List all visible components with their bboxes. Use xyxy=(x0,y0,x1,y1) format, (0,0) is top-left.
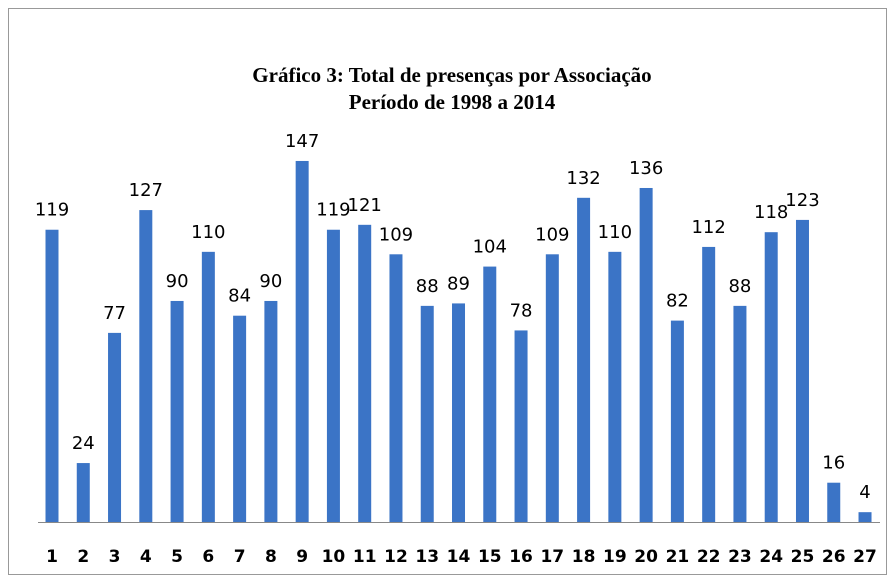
bar xyxy=(577,197,591,523)
value-label: 89 xyxy=(447,273,470,294)
bar xyxy=(264,300,278,522)
value-label: 136 xyxy=(629,158,663,179)
bar xyxy=(452,303,466,522)
bar xyxy=(76,463,90,522)
bar xyxy=(45,229,59,522)
value-label: 118 xyxy=(754,202,788,223)
bar xyxy=(358,224,372,522)
bar xyxy=(764,232,778,522)
bar xyxy=(389,254,403,522)
value-label: 84 xyxy=(228,286,251,307)
value-label: 147 xyxy=(285,131,319,152)
bar xyxy=(608,251,622,522)
bar xyxy=(858,512,872,522)
value-label: 112 xyxy=(691,217,725,238)
chart-title: Gráfico 3: Total de presenças por Associ… xyxy=(252,63,651,87)
x-tick-label: 10 xyxy=(322,547,346,567)
bar xyxy=(639,187,653,522)
value-label: 119 xyxy=(35,200,69,221)
bar xyxy=(483,266,497,522)
value-label: 127 xyxy=(129,180,163,201)
x-tick-label: 13 xyxy=(415,547,439,567)
x-tick-label: 2 xyxy=(77,547,89,567)
x-tick-label: 11 xyxy=(353,547,377,567)
value-label: 119 xyxy=(316,200,350,221)
x-tick-label: 7 xyxy=(234,547,246,567)
x-tick-label: 5 xyxy=(171,547,183,567)
x-tick-label: 21 xyxy=(666,547,690,567)
x-tick-label: 17 xyxy=(540,547,564,567)
x-tick-label: 3 xyxy=(109,547,121,567)
bar xyxy=(670,320,684,522)
value-label: 109 xyxy=(379,224,413,245)
x-tick-label: 14 xyxy=(447,547,471,567)
bar xyxy=(514,330,528,522)
x-tick-label: 1 xyxy=(46,547,58,567)
value-label: 88 xyxy=(728,276,751,297)
x-tick-label: 25 xyxy=(791,547,815,567)
x-tick-label: 8 xyxy=(265,547,277,567)
value-label: 110 xyxy=(598,222,632,243)
value-label: 4 xyxy=(859,482,870,503)
x-tick-label: 9 xyxy=(296,547,308,567)
value-label: 123 xyxy=(785,190,819,211)
x-tick-label: 6 xyxy=(202,547,214,567)
chart-subtitle: Período de 1998 a 2014 xyxy=(349,90,556,114)
x-tick-label: 22 xyxy=(697,547,721,567)
value-label: 110 xyxy=(191,222,225,243)
value-label: 104 xyxy=(473,237,507,258)
x-tick-label: 4 xyxy=(140,547,152,567)
bar xyxy=(733,305,747,522)
value-label: 90 xyxy=(166,271,189,292)
value-label: 132 xyxy=(566,168,600,189)
x-tick-label: 20 xyxy=(634,547,658,567)
bar xyxy=(326,229,340,522)
bar xyxy=(420,305,434,522)
bar xyxy=(545,254,559,522)
value-label: 78 xyxy=(510,300,533,321)
bar xyxy=(170,300,184,522)
x-tick-label: 24 xyxy=(759,547,783,567)
x-tick-label: 23 xyxy=(728,547,752,567)
x-tick-label: 15 xyxy=(478,547,502,567)
value-label: 88 xyxy=(416,276,439,297)
value-label: 77 xyxy=(103,303,126,324)
x-tick-label: 26 xyxy=(822,547,846,567)
bar xyxy=(108,332,122,522)
value-label: 121 xyxy=(348,195,382,216)
bar xyxy=(139,210,153,522)
bar xyxy=(795,219,809,523)
value-label: 109 xyxy=(535,224,569,245)
value-label: 16 xyxy=(822,453,845,474)
x-tick-label: 12 xyxy=(384,547,408,567)
x-tick-label: 18 xyxy=(572,547,596,567)
x-tick-label: 27 xyxy=(853,547,877,567)
bar xyxy=(702,246,716,523)
bar xyxy=(827,482,841,522)
bar xyxy=(295,160,309,522)
x-tick-label: 16 xyxy=(509,547,533,567)
value-label: 82 xyxy=(666,291,689,312)
value-label: 24 xyxy=(72,433,95,454)
bar xyxy=(201,251,215,522)
bar xyxy=(233,315,247,522)
x-tick-label: 19 xyxy=(603,547,627,567)
value-label: 90 xyxy=(259,271,282,292)
